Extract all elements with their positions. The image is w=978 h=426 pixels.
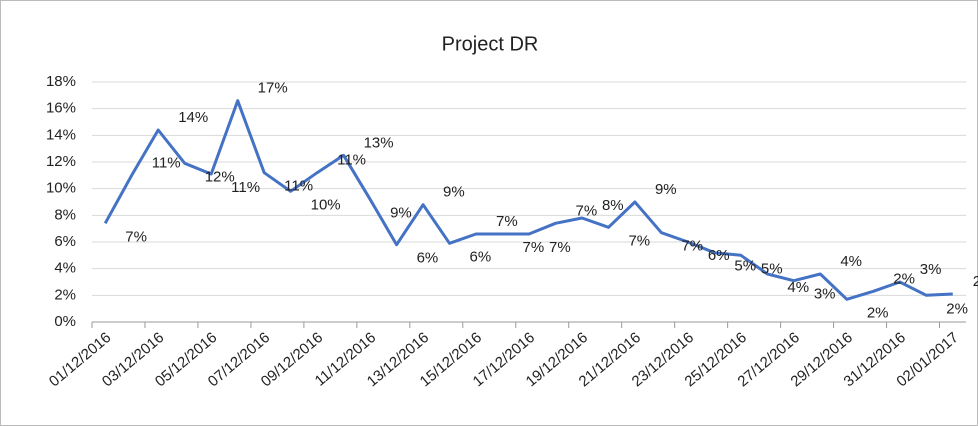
data-label: 17%: [258, 80, 288, 97]
y-tick-label: 12%: [46, 153, 76, 170]
data-label: 8%: [602, 197, 624, 214]
data-label: 9%: [443, 184, 465, 201]
y-tick-label: 18%: [46, 73, 76, 90]
y-tick-label: 14%: [46, 126, 76, 143]
data-label: 11%: [152, 154, 181, 171]
data-label: 5%: [761, 260, 783, 277]
y-tick-label: 4%: [54, 260, 76, 277]
data-label: 10%: [311, 196, 341, 213]
data-label: 7%: [523, 239, 545, 256]
data-label: 11%: [337, 152, 366, 169]
chart-title: Project DR: [442, 33, 539, 55]
y-tick-label: 10%: [46, 180, 76, 197]
y-tick-label: 8%: [54, 206, 76, 223]
data-line: [103, 99, 953, 301]
data-label: 3%: [920, 261, 942, 278]
data-label: 7%: [496, 213, 518, 230]
data-label: 2%: [893, 270, 915, 287]
data-label: 13%: [364, 134, 394, 151]
data-label: 5%: [734, 258, 756, 275]
data-label: 7%: [125, 228, 147, 245]
data-label: 2%: [946, 300, 968, 317]
y-tick-label: 2%: [54, 286, 76, 303]
data-label: 7%: [681, 238, 703, 255]
data-label: 7%: [549, 239, 571, 256]
data-label: 6%: [470, 248, 492, 265]
data-label: 4%: [787, 279, 809, 296]
data-label: 4%: [840, 253, 862, 270]
y-tick-label: 6%: [54, 233, 76, 250]
data-label: 6%: [708, 247, 730, 264]
data-label: 11%: [231, 179, 260, 196]
y-tick-label: 16%: [46, 100, 76, 117]
data-label: 7%: [628, 232, 650, 249]
data-label: 2%: [867, 304, 889, 321]
data-label: 14%: [178, 109, 208, 126]
y-tick-label: 0%: [54, 313, 76, 330]
data-label: 12%: [205, 168, 235, 185]
data-label: 3%: [814, 286, 836, 303]
data-label: 11%: [284, 178, 313, 195]
data-label: 9%: [655, 181, 677, 198]
data-label: 7%: [575, 202, 597, 219]
data-label: 9%: [390, 204, 412, 221]
data-label: 2%: [973, 273, 978, 290]
data-label: 6%: [417, 250, 439, 267]
